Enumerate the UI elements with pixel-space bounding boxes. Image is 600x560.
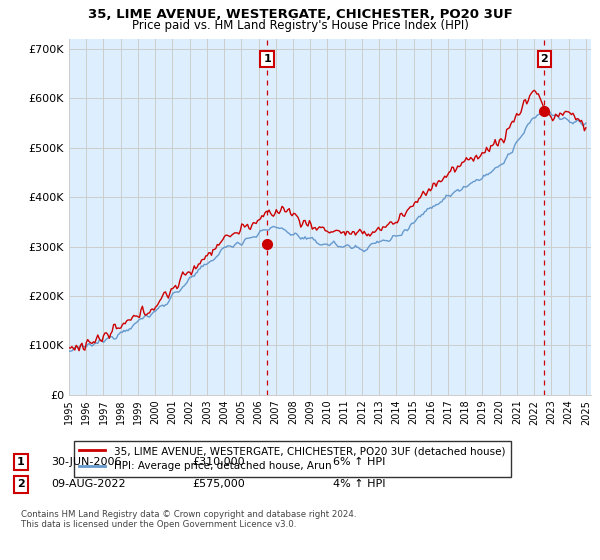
Text: £575,000: £575,000 [192, 479, 245, 489]
Text: 2: 2 [541, 54, 548, 64]
Text: Contains HM Land Registry data © Crown copyright and database right 2024.
This d: Contains HM Land Registry data © Crown c… [21, 510, 356, 529]
Text: 09-AUG-2022: 09-AUG-2022 [51, 479, 125, 489]
Text: 1: 1 [263, 54, 271, 64]
Legend: 35, LIME AVENUE, WESTERGATE, CHICHESTER, PO20 3UF (detached house), HPI: Average: 35, LIME AVENUE, WESTERGATE, CHICHESTER,… [74, 441, 511, 477]
Text: 6% ↑ HPI: 6% ↑ HPI [333, 457, 385, 467]
Text: 2: 2 [17, 479, 25, 489]
Text: 30-JUN-2006: 30-JUN-2006 [51, 457, 121, 467]
Text: 35, LIME AVENUE, WESTERGATE, CHICHESTER, PO20 3UF: 35, LIME AVENUE, WESTERGATE, CHICHESTER,… [88, 8, 512, 21]
Text: 1: 1 [17, 457, 25, 467]
Text: £310,000: £310,000 [192, 457, 245, 467]
Text: Price paid vs. HM Land Registry's House Price Index (HPI): Price paid vs. HM Land Registry's House … [131, 19, 469, 32]
Text: 4% ↑ HPI: 4% ↑ HPI [333, 479, 386, 489]
